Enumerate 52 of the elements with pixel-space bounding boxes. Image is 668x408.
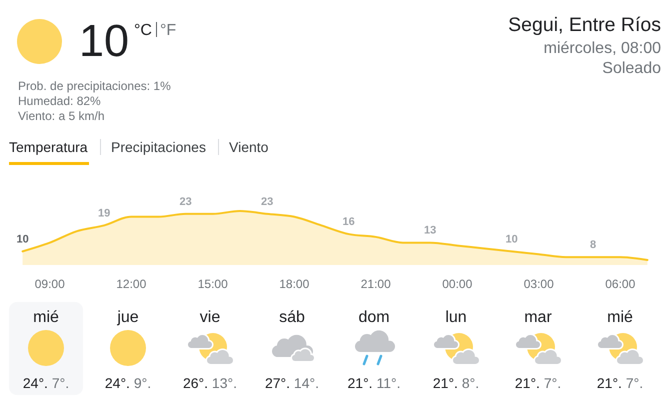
data-label: 24°. — [104, 375, 130, 391]
text: Prob. de precipitaciones: 1% — [18, 79, 172, 93]
data-label: 23 — [260, 196, 274, 208]
data-label: 21°. — [348, 375, 373, 391]
category-label: sáb — [279, 309, 305, 326]
data-label: 13°. — [208, 375, 238, 391]
x-tick-label: 12:00 — [116, 277, 147, 291]
text: miércoles, 08:00 — [544, 40, 662, 57]
data-label: 21°. — [596, 375, 622, 391]
x-tick-label: 21:00 — [360, 277, 392, 291]
data-label: 11°. — [372, 375, 400, 391]
text: Precipitaciones — [111, 139, 206, 155]
text: Viento — [229, 139, 269, 155]
data-label: 7°. — [622, 375, 644, 391]
data-label: 24°. — [22, 375, 48, 391]
data-label: 10 — [16, 233, 29, 246]
category-label: lun — [445, 309, 467, 326]
x-tick-label: 18:00 — [279, 277, 310, 291]
x-tick-label: 00:00 — [442, 277, 473, 291]
x-tick-label: 06:00 — [605, 277, 636, 291]
category-label: mié — [607, 309, 633, 326]
category-label: vie — [200, 309, 220, 326]
text: Temperatura — [9, 139, 88, 155]
text: Soleado — [602, 60, 662, 77]
text: 10 — [79, 15, 130, 66]
data-label: 21°. — [432, 375, 458, 391]
x-tick-label: 09:00 — [34, 277, 66, 291]
data-label: 26°. — [182, 375, 208, 391]
text: °F — [160, 22, 176, 39]
data-label: 21°. — [514, 375, 540, 391]
data-label: 13 — [424, 224, 436, 237]
text: Segui, Entre Ríos — [508, 14, 662, 36]
data-label: 19 — [98, 207, 110, 220]
data-label: 7°. — [48, 375, 70, 391]
data-label: 27°. — [264, 375, 290, 391]
category-label: dom — [358, 309, 390, 326]
data-label: 14°. — [290, 375, 320, 391]
data-label: 23 — [179, 196, 192, 208]
data-label: 8°. — [458, 375, 480, 391]
category-label: jue — [116, 309, 139, 326]
text: Humedad: 82% — [18, 94, 102, 108]
x-tick-label: 15:00 — [198, 277, 228, 291]
data-label: 8 — [590, 239, 596, 252]
x-tick-label: 03:00 — [524, 277, 554, 291]
data-label: 10 — [505, 233, 518, 246]
data-label: 16 — [342, 216, 355, 228]
data-label: 7°. — [540, 375, 562, 391]
data-label: 9°. — [130, 375, 152, 391]
text: °C — [134, 22, 152, 39]
category-label: mar — [524, 309, 552, 326]
text: Viento: a 5 km/h — [18, 109, 104, 123]
category-label: mié — [33, 309, 59, 326]
